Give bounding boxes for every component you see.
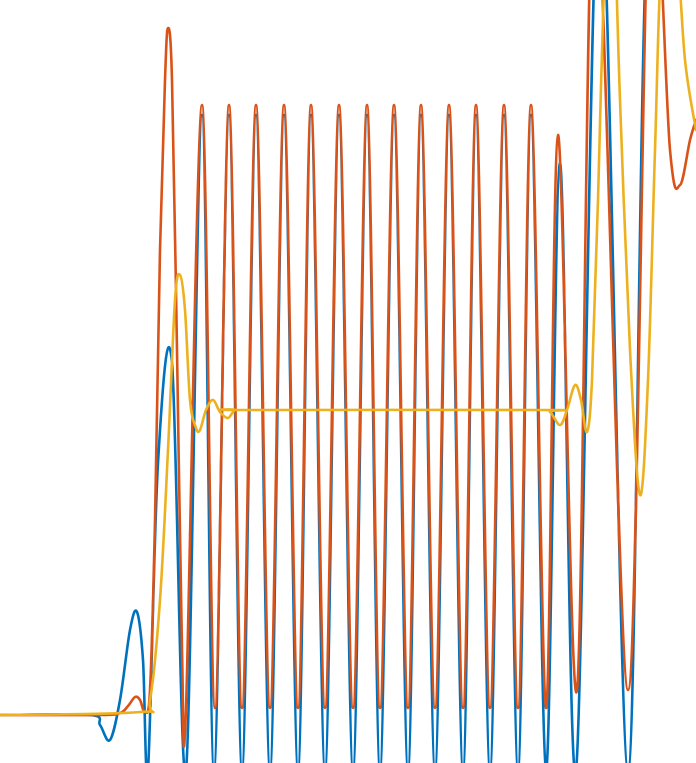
- line-series: [0, 0, 696, 717]
